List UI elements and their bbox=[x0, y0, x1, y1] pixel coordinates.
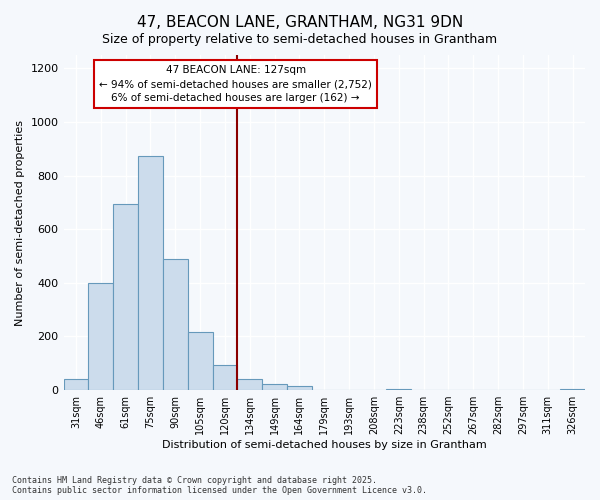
Bar bbox=[386, 388, 411, 390]
Bar bbox=[64, 380, 88, 390]
Bar bbox=[113, 204, 138, 390]
Text: 47, BEACON LANE, GRANTHAM, NG31 9DN: 47, BEACON LANE, GRANTHAM, NG31 9DN bbox=[137, 15, 463, 30]
Text: Size of property relative to semi-detached houses in Grantham: Size of property relative to semi-detach… bbox=[103, 32, 497, 46]
Bar bbox=[238, 380, 262, 390]
Bar bbox=[287, 386, 312, 390]
Bar bbox=[560, 388, 585, 390]
Text: 47 BEACON LANE: 127sqm
← 94% of semi-detached houses are smaller (2,752)
6% of s: 47 BEACON LANE: 127sqm ← 94% of semi-det… bbox=[99, 65, 372, 103]
Bar bbox=[188, 332, 212, 390]
Text: Contains HM Land Registry data © Crown copyright and database right 2025.
Contai: Contains HM Land Registry data © Crown c… bbox=[12, 476, 427, 495]
Bar bbox=[163, 258, 188, 390]
Bar bbox=[212, 364, 238, 390]
Bar bbox=[138, 156, 163, 390]
Bar bbox=[262, 384, 287, 390]
Y-axis label: Number of semi-detached properties: Number of semi-detached properties bbox=[15, 120, 25, 326]
X-axis label: Distribution of semi-detached houses by size in Grantham: Distribution of semi-detached houses by … bbox=[162, 440, 487, 450]
Bar bbox=[88, 283, 113, 390]
